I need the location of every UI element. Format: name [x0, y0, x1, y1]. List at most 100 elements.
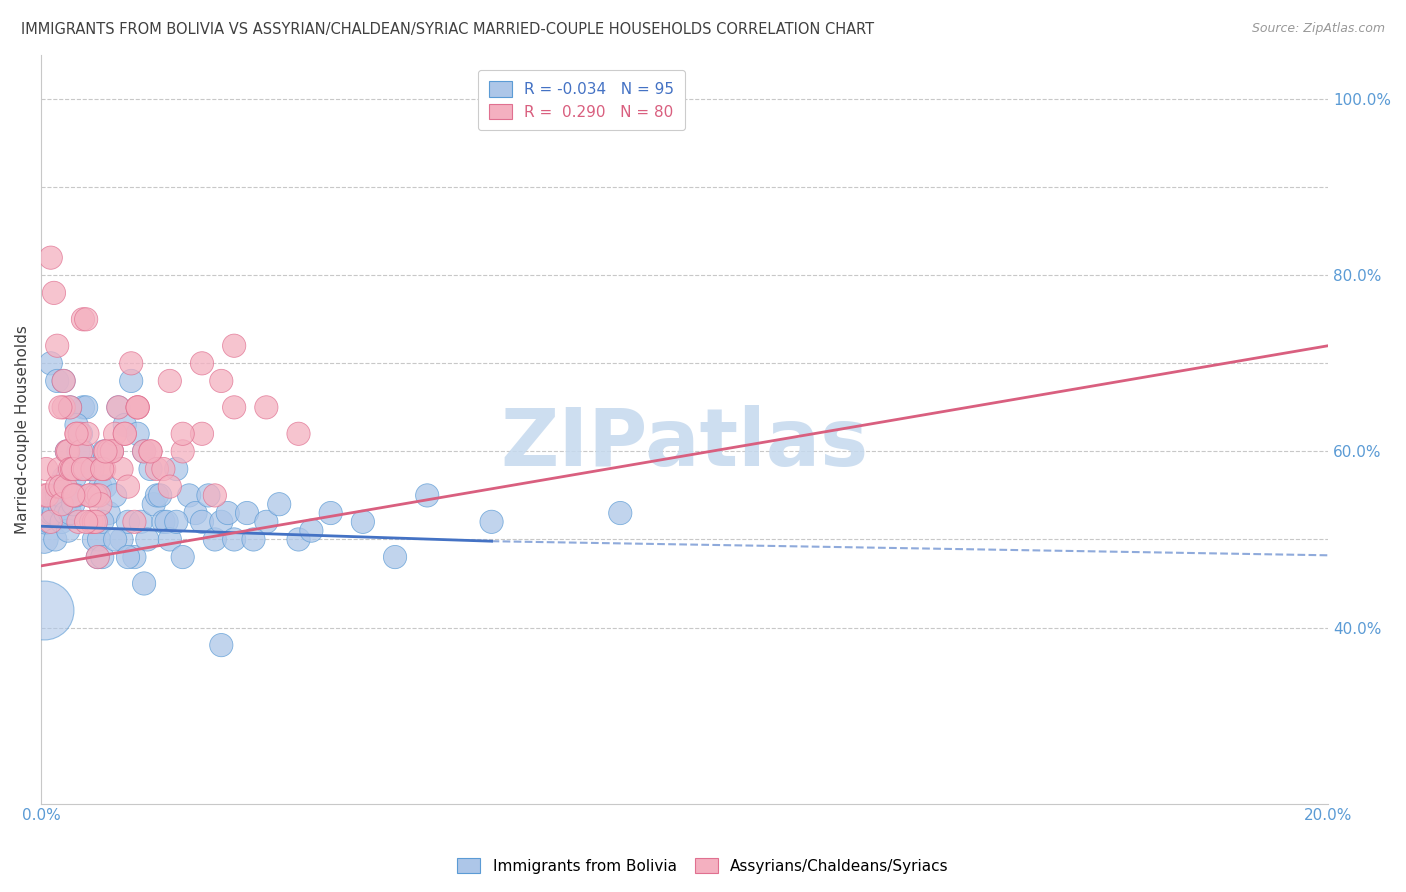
Point — [209, 515, 232, 529]
Point — [224, 339, 246, 353]
Point — [73, 462, 96, 476]
Point — [254, 515, 277, 529]
Point — [56, 524, 79, 538]
Point — [41, 488, 63, 502]
Point — [51, 497, 73, 511]
Point — [127, 401, 149, 415]
Point — [104, 533, 127, 547]
Point — [62, 488, 84, 502]
Point — [97, 506, 120, 520]
Point — [63, 488, 86, 502]
Point — [93, 462, 115, 476]
Point — [204, 488, 226, 502]
Point — [72, 462, 94, 476]
Point — [49, 401, 72, 415]
Point — [209, 638, 232, 652]
Point — [101, 444, 124, 458]
Point — [91, 462, 114, 476]
Point — [139, 444, 162, 458]
Point — [139, 444, 162, 458]
Point — [149, 488, 172, 502]
Point — [55, 506, 77, 520]
Point — [91, 550, 114, 565]
Point — [114, 426, 136, 441]
Point — [39, 356, 62, 370]
Point — [107, 401, 129, 415]
Point — [46, 480, 69, 494]
Point — [146, 462, 169, 476]
Point — [59, 506, 82, 520]
Point — [242, 533, 264, 547]
Point — [48, 462, 70, 476]
Point — [56, 444, 79, 458]
Point — [127, 401, 149, 415]
Point — [80, 515, 103, 529]
Point — [132, 444, 155, 458]
Point — [159, 533, 181, 547]
Point — [191, 356, 214, 370]
Point — [136, 533, 159, 547]
Point — [70, 444, 93, 458]
Legend: R = -0.034   N = 95, R =  0.290   N = 80: R = -0.034 N = 95, R = 0.290 N = 80 — [478, 70, 685, 130]
Point — [79, 462, 101, 476]
Text: ZIPatlas: ZIPatlas — [501, 405, 869, 483]
Point — [94, 444, 117, 458]
Point — [76, 426, 98, 441]
Point — [65, 426, 87, 441]
Point — [51, 515, 73, 529]
Point — [65, 488, 87, 502]
Point — [124, 550, 146, 565]
Point — [34, 603, 56, 617]
Point — [609, 506, 631, 520]
Point — [172, 550, 194, 565]
Point — [82, 462, 104, 476]
Point — [254, 401, 277, 415]
Point — [129, 515, 152, 529]
Point — [117, 480, 139, 494]
Point — [101, 444, 124, 458]
Point — [127, 401, 149, 415]
Point — [59, 401, 82, 415]
Point — [46, 339, 69, 353]
Text: IMMIGRANTS FROM BOLIVIA VS ASSYRIAN/CHALDEAN/SYRIAC MARRIED-COUPLE HOUSEHOLDS CO: IMMIGRANTS FROM BOLIVIA VS ASSYRIAN/CHAL… — [21, 22, 875, 37]
Point — [117, 515, 139, 529]
Point — [84, 488, 107, 502]
Point — [224, 533, 246, 547]
Point — [93, 444, 115, 458]
Point — [69, 426, 91, 441]
Point — [191, 426, 214, 441]
Point — [209, 374, 232, 388]
Point — [159, 480, 181, 494]
Point — [179, 488, 201, 502]
Point — [152, 462, 174, 476]
Point — [204, 533, 226, 547]
Point — [79, 462, 101, 476]
Point — [67, 515, 90, 529]
Point — [42, 285, 65, 300]
Point — [80, 515, 103, 529]
Point — [172, 426, 194, 441]
Point — [44, 533, 66, 547]
Point — [107, 401, 129, 415]
Point — [481, 515, 503, 529]
Point — [62, 497, 84, 511]
Point — [104, 488, 127, 502]
Point — [384, 550, 406, 565]
Point — [63, 471, 86, 485]
Point — [89, 480, 111, 494]
Point — [236, 506, 259, 520]
Point — [46, 374, 69, 388]
Point — [110, 533, 132, 547]
Point — [52, 401, 75, 415]
Point — [67, 444, 90, 458]
Point — [87, 550, 110, 565]
Point — [146, 488, 169, 502]
Point — [91, 462, 114, 476]
Point — [56, 444, 79, 458]
Point — [87, 550, 110, 565]
Point — [49, 488, 72, 502]
Text: Source: ZipAtlas.com: Source: ZipAtlas.com — [1251, 22, 1385, 36]
Point — [75, 401, 97, 415]
Point — [132, 576, 155, 591]
Point — [83, 515, 105, 529]
